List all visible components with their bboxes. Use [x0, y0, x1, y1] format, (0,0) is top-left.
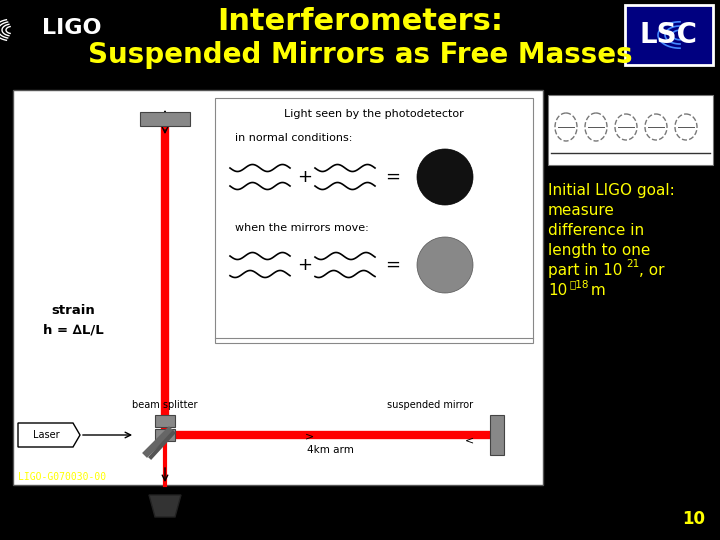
- Bar: [155, 429, 175, 441]
- Text: =: =: [385, 168, 400, 186]
- Circle shape: [417, 237, 473, 293]
- Text: 21: 21: [626, 259, 639, 269]
- Text: Suspended Mirrors as Free Masses: Suspended Mirrors as Free Masses: [88, 41, 632, 69]
- Text: +: +: [297, 256, 312, 274]
- Text: >: >: [305, 431, 315, 441]
- Text: h = ∆L/L: h = ∆L/L: [42, 323, 104, 336]
- Text: m: m: [586, 283, 606, 298]
- Text: , or: , or: [639, 263, 665, 278]
- Text: LSC: LSC: [640, 21, 698, 49]
- Bar: [140, 112, 190, 126]
- Text: suspended mirror: suspended mirror: [387, 400, 473, 410]
- Text: Initial LIGO goal:: Initial LIGO goal:: [548, 183, 675, 198]
- Text: +: +: [297, 168, 312, 186]
- Text: strain: strain: [51, 303, 95, 316]
- Text: when the mirrors move:: when the mirrors move:: [235, 223, 369, 233]
- Text: 10: 10: [682, 510, 705, 528]
- Text: difference in: difference in: [548, 223, 644, 238]
- Text: Laser: Laser: [32, 430, 59, 440]
- Bar: [215, 98, 533, 343]
- Polygon shape: [18, 423, 80, 447]
- Text: measure: measure: [548, 203, 615, 218]
- Bar: [625, 5, 713, 65]
- Text: length to one: length to one: [548, 243, 650, 258]
- Text: 10: 10: [548, 283, 567, 298]
- Text: photodetector: photodetector: [197, 502, 271, 512]
- Text: Interferometers:: Interferometers:: [217, 8, 503, 37]
- Text: =: =: [385, 256, 400, 274]
- Bar: [548, 95, 713, 165]
- Text: ⁲18: ⁲18: [570, 279, 590, 289]
- Circle shape: [417, 149, 473, 205]
- Polygon shape: [149, 495, 181, 517]
- Text: 4km arm: 4km arm: [307, 445, 354, 455]
- Bar: [490, 415, 504, 455]
- Bar: [155, 415, 175, 427]
- Text: LIGO-G070030-00: LIGO-G070030-00: [18, 472, 106, 482]
- Text: <: <: [465, 435, 474, 445]
- Bar: [13, 90, 543, 485]
- Text: LIGO: LIGO: [42, 18, 102, 38]
- Text: beam splitter: beam splitter: [132, 400, 198, 410]
- Text: Light seen by the photodetector: Light seen by the photodetector: [284, 109, 464, 119]
- Text: in normal conditions:: in normal conditions:: [235, 133, 352, 143]
- Text: part in 10: part in 10: [548, 263, 622, 278]
